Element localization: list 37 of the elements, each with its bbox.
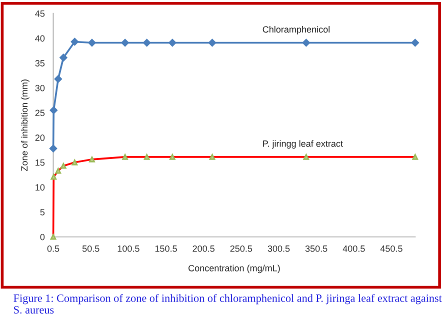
point — [143, 38, 151, 47]
point — [302, 38, 310, 47]
point — [411, 38, 419, 47]
x-tick-label: 450.5 — [380, 245, 402, 252]
series-label: P. jiringg leaf extract — [263, 140, 343, 149]
point — [208, 38, 216, 47]
point — [60, 54, 68, 62]
y-tick-label: 25 — [35, 110, 45, 116]
y-tick-label: 40 — [35, 35, 45, 42]
y-tick-label: 35 — [35, 60, 45, 66]
y-tick-label: 30 — [35, 84, 45, 92]
point — [168, 38, 176, 47]
caption: Figure 1: Comparison of zone of inhibition of chloramphenicol and P. jiringa leaf extract against S. aureus — [14, 294, 442, 314]
y-tick-label: 5 — [40, 209, 45, 216]
x-tick-label: 150.5 — [155, 245, 177, 252]
point — [49, 144, 58, 152]
series-label: Chloramphenicol — [262, 26, 330, 34]
y-tick-label: 20 — [35, 134, 45, 141]
point — [70, 38, 79, 46]
x-axis-title: Concentration (mg/mL) — [188, 264, 280, 274]
x-tick-label: 350.5 — [305, 245, 328, 252]
x-tick-label: 250.5 — [230, 245, 252, 252]
x-tick-label: 300.5 — [268, 245, 290, 252]
y-tick-label: 0 — [40, 234, 45, 240]
x-tick-label: 400.5 — [342, 245, 365, 252]
y-tick-label: 10 — [36, 184, 45, 191]
x-tick-label: 100.5 — [118, 245, 140, 252]
point — [88, 38, 96, 47]
y-tick-label: 45 — [35, 10, 45, 17]
y-axis-title: Zone of inhibition (mm) — [20, 80, 30, 172]
y-tick-label: 15 — [36, 159, 45, 166]
point — [121, 38, 129, 47]
x-tick-label: 200.5 — [192, 245, 215, 252]
x-tick-label: 0.5 — [47, 245, 60, 252]
point — [54, 75, 62, 83]
x-tick-label: 50.5 — [82, 245, 100, 252]
point — [50, 106, 58, 114]
